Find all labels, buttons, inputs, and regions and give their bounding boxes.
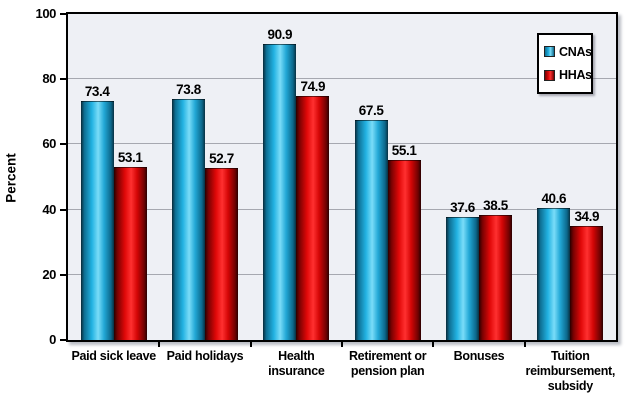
category-group-4: 67.5 55.1 bbox=[342, 14, 433, 340]
legend-label-cnas: CNAs bbox=[559, 44, 592, 59]
x-axis-labels: Paid sick leave Paid holidays Health insur… bbox=[68, 349, 616, 394]
value-label-cnas-1: 73.4 bbox=[84, 83, 110, 99]
x-category-label-line: Paid sick leave bbox=[71, 349, 156, 363]
hhas-swatch-icon bbox=[544, 69, 555, 81]
value-label-hhas-5: 38.5 bbox=[483, 197, 508, 213]
gridline-40 bbox=[68, 208, 616, 210]
legend-item-hhas: HHAs bbox=[544, 68, 592, 82]
y-tick-mark-100 bbox=[60, 13, 66, 15]
value-label-hhas-2: 52.7 bbox=[209, 151, 234, 167]
x-category-label-line: subsidy bbox=[547, 379, 593, 393]
y-tick-label-40: 40 bbox=[42, 201, 56, 217]
bar-cnas-3: 90.9 bbox=[263, 27, 297, 340]
x-category-label-6: Tuition reimbursement, subsidy bbox=[525, 349, 616, 394]
x-category-label-5: Bonuses bbox=[433, 349, 524, 394]
category-group-6: 40.6 34.9 bbox=[525, 14, 616, 340]
value-label-cnas-3: 90.9 bbox=[267, 26, 293, 42]
x-category-label-1: Paid sick leave bbox=[68, 349, 159, 394]
x-tick-mark-2 bbox=[249, 342, 252, 347]
y-tick-label-20: 20 bbox=[42, 266, 56, 282]
y-tick-label-60: 60 bbox=[42, 136, 56, 152]
bar-cnas-1: 73.4 bbox=[80, 84, 114, 340]
value-label-hhas-3: 74.9 bbox=[300, 78, 326, 94]
x-tick-mark-3 bbox=[341, 342, 343, 347]
x-tick-mark-4 bbox=[432, 342, 435, 347]
x-category-label-line: pension plan bbox=[350, 364, 425, 378]
bar-hhas-4: 55.1 bbox=[387, 143, 421, 340]
value-label-cnas-5: 37.6 bbox=[450, 200, 475, 216]
category-group-1: 73.4 53.1 bbox=[68, 14, 159, 340]
gridline-80 bbox=[68, 78, 616, 80]
bar-cnas-4: 67.5 bbox=[354, 103, 388, 340]
x-category-label-line: Retirement or bbox=[348, 349, 427, 363]
y-tick-mark-0 bbox=[60, 339, 66, 341]
y-tick-label-100: 100 bbox=[35, 6, 57, 21]
gridline-20 bbox=[68, 273, 616, 275]
bar-cnas-2: 73.8 bbox=[171, 82, 205, 340]
bar-hhas-2: 52.7 bbox=[204, 151, 238, 340]
x-category-label-line: Tuition bbox=[550, 349, 590, 363]
value-label-hhas-6: 34.9 bbox=[574, 209, 600, 225]
x-category-label-line: Paid holidays bbox=[166, 349, 244, 363]
bar-hhas-5: 38.5 bbox=[478, 198, 512, 340]
y-tick-mark-60 bbox=[60, 143, 66, 146]
x-category-label-4: Retirement or pension plan bbox=[342, 349, 433, 394]
gridline-60 bbox=[68, 143, 616, 145]
category-group-3: 90.9 74.9 bbox=[251, 14, 342, 340]
plot-area: 73.4 53.1 73.8 52.7 90.9 74.9 67.5 55.1 37.6 38.5… bbox=[66, 12, 618, 342]
bar-cnas-5: 37.6 bbox=[445, 200, 479, 340]
value-label-hhas-1: 53.1 bbox=[117, 149, 143, 165]
x-tick-mark-5 bbox=[523, 342, 526, 347]
legend-item-cnas: CNAs bbox=[544, 45, 592, 59]
legend-label-hhas: HHAs bbox=[559, 68, 592, 83]
value-label-cnas-2: 73.8 bbox=[176, 82, 201, 98]
bar-hhas-1: 53.1 bbox=[113, 150, 147, 340]
value-label-cnas-4: 67.5 bbox=[358, 102, 384, 118]
x-category-label-3: Health insurance bbox=[251, 349, 342, 394]
legend: CNAs HHAs bbox=[537, 33, 593, 94]
y-tick-mark-40 bbox=[60, 208, 66, 211]
x-category-label-2: Paid holidays bbox=[159, 349, 250, 394]
category-group-5: 37.6 38.5 bbox=[433, 14, 524, 340]
y-tick-mark-80 bbox=[60, 78, 66, 81]
x-category-label-line: Health insurance bbox=[268, 349, 325, 378]
value-label-hhas-4: 55.1 bbox=[391, 143, 417, 159]
bar-hhas-3: 74.9 bbox=[296, 79, 330, 340]
y-tick-mark-20 bbox=[60, 273, 66, 276]
x-tick-mark-1 bbox=[158, 342, 161, 347]
cnas-swatch-icon bbox=[544, 46, 555, 58]
x-category-label-line: reimbursement, bbox=[525, 364, 616, 378]
value-label-cnas-6: 40.6 bbox=[541, 190, 567, 206]
bar-hhas-6: 34.9 bbox=[570, 209, 604, 340]
x-category-label-line: Bonuses bbox=[453, 349, 505, 363]
y-axis-title: Percent bbox=[3, 153, 19, 203]
y-tick-label-80: 80 bbox=[42, 71, 56, 87]
plot-groups: 73.4 53.1 73.8 52.7 90.9 74.9 67.5 55.1 37.6 38.5… bbox=[68, 14, 616, 340]
category-group-2: 73.8 52.7 bbox=[159, 14, 250, 340]
y-tick-label-0: 0 bbox=[49, 332, 56, 347]
bar-cnas-6: 40.6 bbox=[537, 191, 571, 340]
